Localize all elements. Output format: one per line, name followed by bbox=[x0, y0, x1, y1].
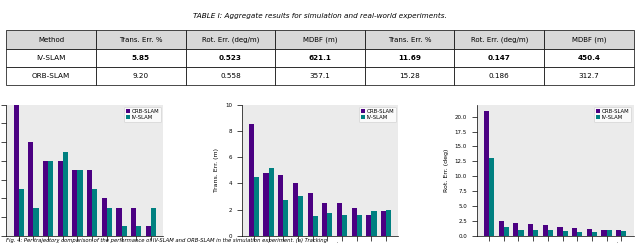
Legend: ORB-SLAM, IV-SLAM: ORB-SLAM, IV-SLAM bbox=[595, 107, 631, 122]
Bar bbox=[577, 232, 582, 236]
Bar bbox=[616, 230, 621, 236]
Bar bbox=[19, 189, 24, 236]
Bar bbox=[293, 183, 298, 236]
Bar bbox=[484, 111, 489, 236]
Bar bbox=[298, 196, 303, 236]
Bar bbox=[87, 170, 92, 236]
Bar bbox=[386, 209, 391, 236]
Bar bbox=[489, 158, 494, 236]
Bar bbox=[107, 208, 112, 236]
Bar bbox=[499, 221, 504, 236]
Y-axis label: Trans. Err. (m): Trans. Err. (m) bbox=[214, 148, 220, 192]
Title: TABLE I: Aggregate results for simulation and real-world experiments.: TABLE I: Aggregate results for simulatio… bbox=[193, 13, 447, 19]
Bar bbox=[371, 211, 376, 236]
Bar bbox=[307, 192, 313, 236]
Bar bbox=[63, 152, 68, 236]
Bar bbox=[284, 200, 289, 236]
Bar bbox=[572, 228, 577, 236]
Bar bbox=[249, 124, 254, 236]
Bar bbox=[43, 161, 48, 236]
Bar bbox=[322, 203, 327, 236]
Bar bbox=[92, 189, 97, 236]
Bar bbox=[351, 208, 356, 236]
Bar bbox=[621, 231, 627, 236]
Bar bbox=[587, 229, 592, 236]
Bar bbox=[356, 215, 362, 236]
Bar bbox=[254, 177, 259, 236]
Bar bbox=[543, 225, 548, 236]
Bar bbox=[269, 168, 274, 236]
Bar bbox=[366, 215, 371, 236]
Bar bbox=[146, 226, 151, 236]
Bar bbox=[122, 226, 127, 236]
Bar bbox=[342, 215, 347, 236]
Bar bbox=[602, 230, 607, 236]
Bar bbox=[278, 175, 284, 236]
Y-axis label: Rot. Err. (deg): Rot. Err. (deg) bbox=[444, 148, 449, 192]
Bar bbox=[557, 227, 563, 236]
Bar bbox=[28, 142, 33, 236]
Bar bbox=[504, 227, 509, 236]
Bar bbox=[136, 226, 141, 236]
Bar bbox=[337, 203, 342, 236]
Bar bbox=[264, 173, 269, 236]
Bar bbox=[528, 224, 533, 236]
Bar bbox=[116, 208, 122, 236]
Bar bbox=[72, 170, 77, 236]
Bar bbox=[548, 230, 553, 236]
Bar bbox=[563, 231, 568, 236]
Bar bbox=[513, 223, 518, 236]
Bar bbox=[58, 161, 63, 236]
Bar bbox=[48, 161, 53, 236]
Bar bbox=[533, 230, 538, 236]
Bar bbox=[381, 211, 386, 236]
Legend: ORB-SLAM, IV-SLAM: ORB-SLAM, IV-SLAM bbox=[359, 107, 396, 122]
Bar bbox=[592, 232, 597, 236]
Bar bbox=[607, 230, 612, 236]
Bar bbox=[131, 208, 136, 236]
Legend: ORB-SLAM, IV-SLAM: ORB-SLAM, IV-SLAM bbox=[124, 107, 161, 122]
Bar bbox=[102, 198, 107, 236]
Bar bbox=[151, 208, 156, 236]
Bar bbox=[518, 230, 524, 236]
Bar bbox=[327, 213, 333, 236]
Text: Fig. 4: Per trajectory comparison of the performance of IV-SLAM and ORB-SLAM in : Fig. 4: Per trajectory comparison of the… bbox=[6, 238, 328, 243]
Bar bbox=[77, 170, 83, 236]
Bar bbox=[313, 216, 318, 236]
Bar bbox=[33, 208, 38, 236]
Bar bbox=[13, 105, 19, 236]
